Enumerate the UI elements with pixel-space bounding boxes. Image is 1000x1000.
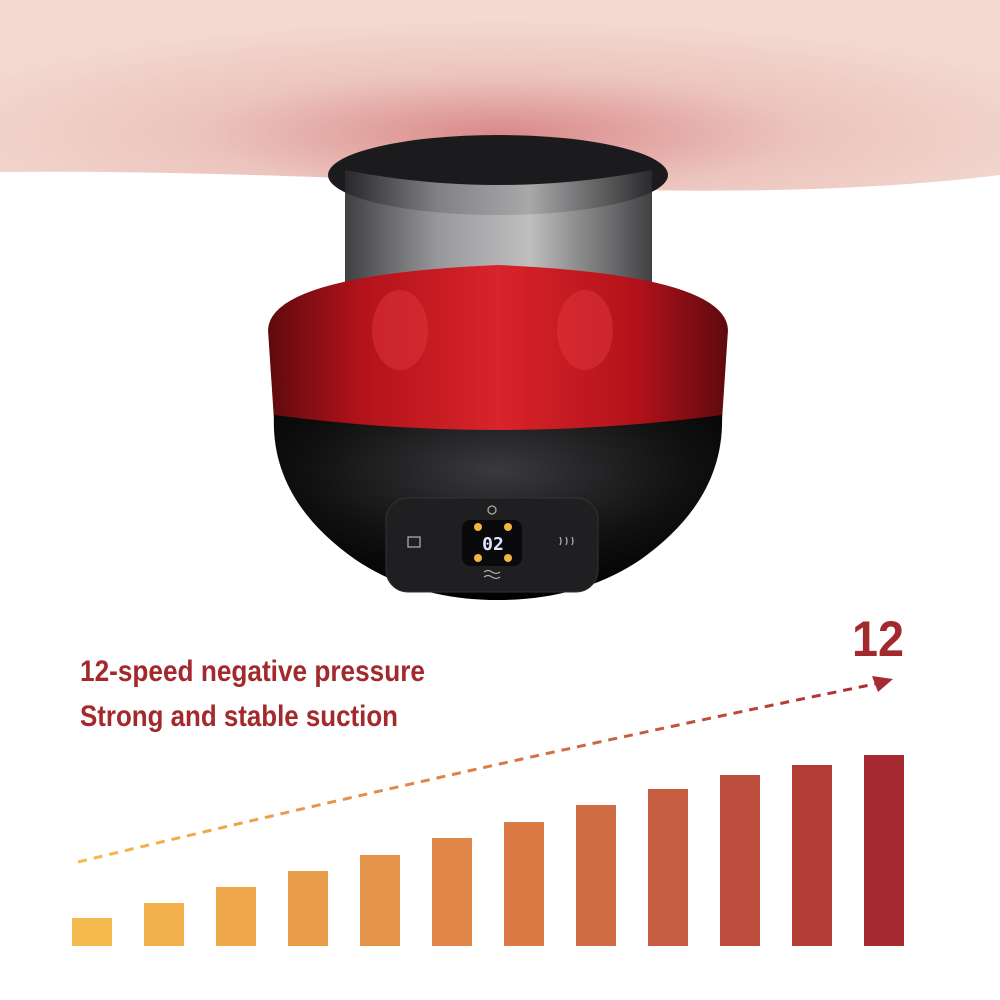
level-bar <box>360 855 400 946</box>
level-bar <box>216 887 256 946</box>
indicator <box>474 554 482 562</box>
red-band <box>268 265 728 433</box>
band-grip <box>557 290 613 370</box>
level-bar <box>72 918 112 946</box>
level-bar <box>432 838 472 946</box>
level-bar <box>648 789 688 946</box>
level-bar <box>504 822 544 946</box>
headline-line-1: 12-speed negative pressure <box>80 655 425 688</box>
level-bar <box>144 903 184 946</box>
display-value: 02 <box>482 534 504 555</box>
level-bar <box>576 805 616 946</box>
suction-icon <box>483 569 501 580</box>
max-level: 12 <box>852 611 904 667</box>
level-bar <box>288 871 328 946</box>
heat-icon <box>559 536 574 546</box>
indicator <box>504 554 512 562</box>
level-bar <box>864 755 904 946</box>
level-bars <box>72 755 904 946</box>
mode-icon <box>407 536 421 548</box>
band-grip <box>372 290 428 370</box>
skin <box>0 0 1000 191</box>
arrow-head <box>872 676 893 692</box>
level-bar <box>720 775 760 946</box>
level-bar <box>792 765 832 946</box>
trend-arrow <box>77 681 881 864</box>
indicator <box>474 523 482 531</box>
indicator <box>504 523 512 531</box>
power-icon <box>487 505 497 515</box>
headline-line-2: Strong and stable suction <box>80 700 398 733</box>
